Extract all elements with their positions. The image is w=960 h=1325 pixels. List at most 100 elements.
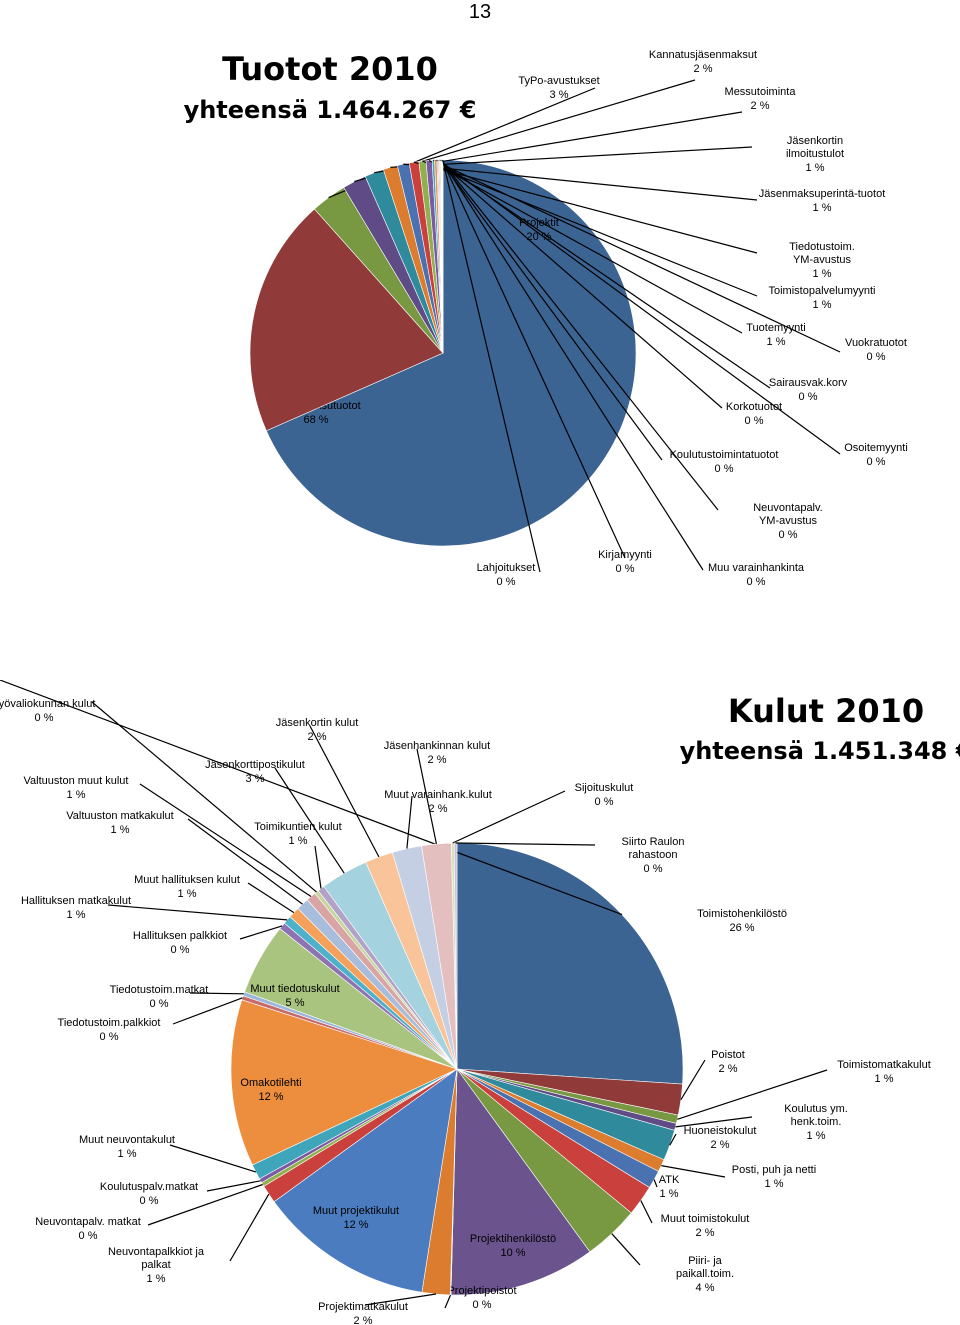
slice-label-neuvontapalkkiot-ja-palkat-2: palkat [141, 1259, 170, 1271]
leader-line-valtuuston-matkakulut [187, 818, 303, 905]
slice-label-valtuuston-muut-kulut: Valtuuston muut kulut [24, 775, 129, 787]
slice-label-koulutus-ym-henk-toim-2: henk.toim. [791, 1116, 842, 1128]
slice-label-koulutus-ym-henk-toim-1: Koulutus ym. [784, 1103, 848, 1115]
slice-percent-messutoiminta: 2 % [751, 100, 770, 112]
leader-line-osoitemyynti [438, 159, 841, 455]
slice-percent-sijoituskulut: 0 % [595, 796, 614, 808]
slice-label-toimistohenkilosto: Toimistohenkilöstö [697, 908, 787, 920]
leader-line-koulutus-ym-henk-toim [675, 1116, 753, 1128]
slice-label-koulutustoimintatuotot: Koulutustoimintatuotot [670, 449, 779, 461]
slice-percent-muut-hallituksen-kulut: 1 % [178, 888, 197, 900]
leader-line-valtuuston-muut-kulut [139, 783, 312, 898]
slice-percent-projektit: 20 % [526, 231, 551, 243]
slice-percent-jasenmaksutuotot: 68 % [303, 414, 328, 426]
pie-slice-omakotilehti [230, 999, 458, 1166]
slice-percent-siirto-raulon-rahastoon: 0 % [644, 863, 663, 875]
slice-percent-valtuuston-muut-kulut: 1 % [67, 789, 86, 801]
slice-label-piiri-ja-paikall-toim-2: paikall.toim. [676, 1268, 734, 1280]
slice-label-neuvontapalv-matkat: Neuvontapalv. matkat [35, 1216, 141, 1228]
slice-percent-poistot: 2 % [719, 1063, 738, 1075]
income-pie-chart: Tuotot 2010 yhteensä 1.464.267 € Jäsenma… [184, 49, 908, 588]
slice-percent-muu-varainhankinta: 0 % [747, 576, 766, 588]
slice-percent-hallituksen-palkkiot: 0 % [171, 944, 190, 956]
slice-label-sairausvak-korv: Sairausvak.korv [769, 377, 848, 389]
slice-percent-jasenhankinnan-kulut: 2 % [428, 754, 447, 766]
slice-percent-jasenmaksuperinta-tuotot: 1 % [813, 202, 832, 214]
slice-percent-atk: 1 % [660, 1188, 679, 1200]
slice-label-muut-varainhank-kulut: Muut varainhank.kulut [384, 789, 492, 801]
slice-percent-muut-tiedotuskulut: 5 % [286, 997, 305, 1009]
pie-slice-muut-projektikulut [273, 1068, 458, 1293]
expense-pie: Toimistohenkilöstö 26 % Poistot 2 % Toimisto… [0, 680, 931, 1325]
slice-label-tiedotustoim-matkat: Tiedotustoim.matkat [110, 984, 209, 996]
pie-slice-jasenmaksutuotot [265, 159, 637, 547]
slice-label-valtuuston-matkakulut: Valtuuston matkakulut [66, 810, 173, 822]
leader-line-muu-varainhankinta [440, 159, 704, 571]
slice-label-muut-neuvontakulut: Muut neuvontakulut [79, 1134, 175, 1146]
leader-line-neuvontapalkkiot-ja-palkat [229, 1193, 270, 1262]
slice-label-jasenkortin-ilmoitustulot-1: Jäsenkortin [787, 135, 843, 147]
slice-percent-tiedotustoim-matkat: 0 % [150, 998, 169, 1010]
slice-label-piiri-ja-paikall-toim-1: Piiri- ja [688, 1255, 722, 1267]
slice-label-muut-toimistokulut: Muut toimistokulut [661, 1213, 750, 1225]
slice-percent-omakotilehti: 12 % [258, 1091, 283, 1103]
slice-percent-osoitemyynti: 0 % [867, 456, 886, 468]
slice-percent-projektihenkilosto: 10 % [500, 1247, 525, 1259]
leader-line-siirto-raulon-rahastoon [455, 842, 596, 846]
leader-line-toimistohenkilosto [0, 680, 623, 916]
leader-line-atk [653, 1179, 658, 1188]
leader-line-jasenkorttipostikulut [274, 767, 345, 874]
leader-line-neuvontapalv-ym-avustus [440, 159, 719, 511]
leader-line-tyovaliokunnan-kulut [91, 701, 317, 893]
slice-percent-jasenkortin-kulut: 2 % [308, 731, 327, 743]
slice-percent-korkotuotot: 0 % [745, 415, 764, 427]
slice-label-jasenkorttipostikulut: Jäsenkorttipostikulut [205, 759, 305, 771]
slice-label-siirto-raulon-rahastoon-1: Siirto Raulon [622, 836, 685, 848]
slice-percent-vuokratuotot: 0 % [867, 351, 886, 363]
slice-percent-kirjamyynti: 0 % [616, 563, 635, 575]
leader-line-projektimatkakulut [364, 1293, 437, 1306]
slice-label-vuokratuotot: Vuokratuotot [845, 337, 907, 349]
leader-line-tuotemyynti [428, 159, 743, 334]
leader-line-lahjoitukset [442, 159, 541, 573]
slice-label-jasenhankinnan-kulut: Jäsenhankinnan kulut [384, 740, 490, 752]
leader-line-neuvontapalv-matkat [147, 1183, 263, 1226]
leader-line-projektipoistot [444, 1294, 452, 1309]
leader-line-huoneistokulut [669, 1133, 677, 1146]
leader-line-muut-varainhank-kulut [406, 795, 413, 849]
slice-label-toimikuntien-kulut: Toimikuntien kulut [254, 821, 341, 833]
slice-percent-posti-puh-ja-netti: 1 % [765, 1178, 784, 1190]
leader-line-tiedotustoim-matkat [189, 992, 244, 995]
slice-label-muut-tiedotuskulut: Muut tiedotuskulut [250, 983, 339, 995]
leader-line-hallituksen-matkakulut [107, 904, 288, 921]
slice-percent-tiedotustoim-palkkiot: 0 % [100, 1031, 119, 1043]
leader-line-toimikuntien-kulut [314, 845, 322, 889]
slice-percent-toimikuntien-kulut: 1 % [289, 835, 308, 847]
leader-line-vuokratuotot [433, 159, 841, 353]
slice-label-muut-hallituksen-kulut: Muut hallituksen kulut [134, 874, 240, 886]
slice-label-osoitemyynti: Osoitemyynti [844, 442, 908, 454]
slice-label-projektipoistot: Projektipoistot [447, 1285, 516, 1297]
leader-line-jasenhankinnan-kulut [416, 748, 437, 845]
slice-percent-typo-avustukset: 3 % [550, 89, 569, 101]
slice-percent-neuvontapalkkiot-ja-palkat: 1 % [147, 1273, 166, 1285]
slice-label-jasenkortin-kulut: Jäsenkortin kulut [276, 717, 359, 729]
slice-label-korkotuotot: Korkotuotot [726, 401, 782, 413]
slice-label-neuvontapalv-ym-avustus-2: YM-avustus [759, 515, 818, 527]
pie-slice-toimistohenkilosto [456, 842, 684, 1085]
slice-percent-neuvontapalv-ym-avustus: 0 % [779, 529, 798, 541]
slice-percent-koulutuspalv-matkat: 0 % [140, 1195, 159, 1207]
leader-line-toimistopalvelumyynti [422, 160, 758, 297]
slice-percent-toimistomatkakulut: 1 % [875, 1073, 894, 1085]
leader-line-tiedotustoim-ym-avustus [413, 161, 758, 254]
leader-line-muut-hallituksen-kulut [247, 882, 295, 914]
slice-label-koulutuspalv-matkat: Koulutuspalv.matkat [100, 1181, 198, 1193]
slice-label-tyovaliokunnan-kulut: Työvaliokunnan kulut [0, 698, 95, 710]
slice-percent-tuotemyynti: 1 % [767, 336, 786, 348]
slice-label-muu-varainhankinta: Muu varainhankinta [708, 562, 805, 574]
leader-line-posti-puh-ja-netti [661, 1165, 726, 1178]
slice-percent-muut-toimistokulut: 2 % [696, 1227, 715, 1239]
slice-label-sijoituskulut: Sijoituskulut [575, 782, 634, 794]
leader-line-jasenkortin-ilmoitustulot [390, 146, 753, 168]
